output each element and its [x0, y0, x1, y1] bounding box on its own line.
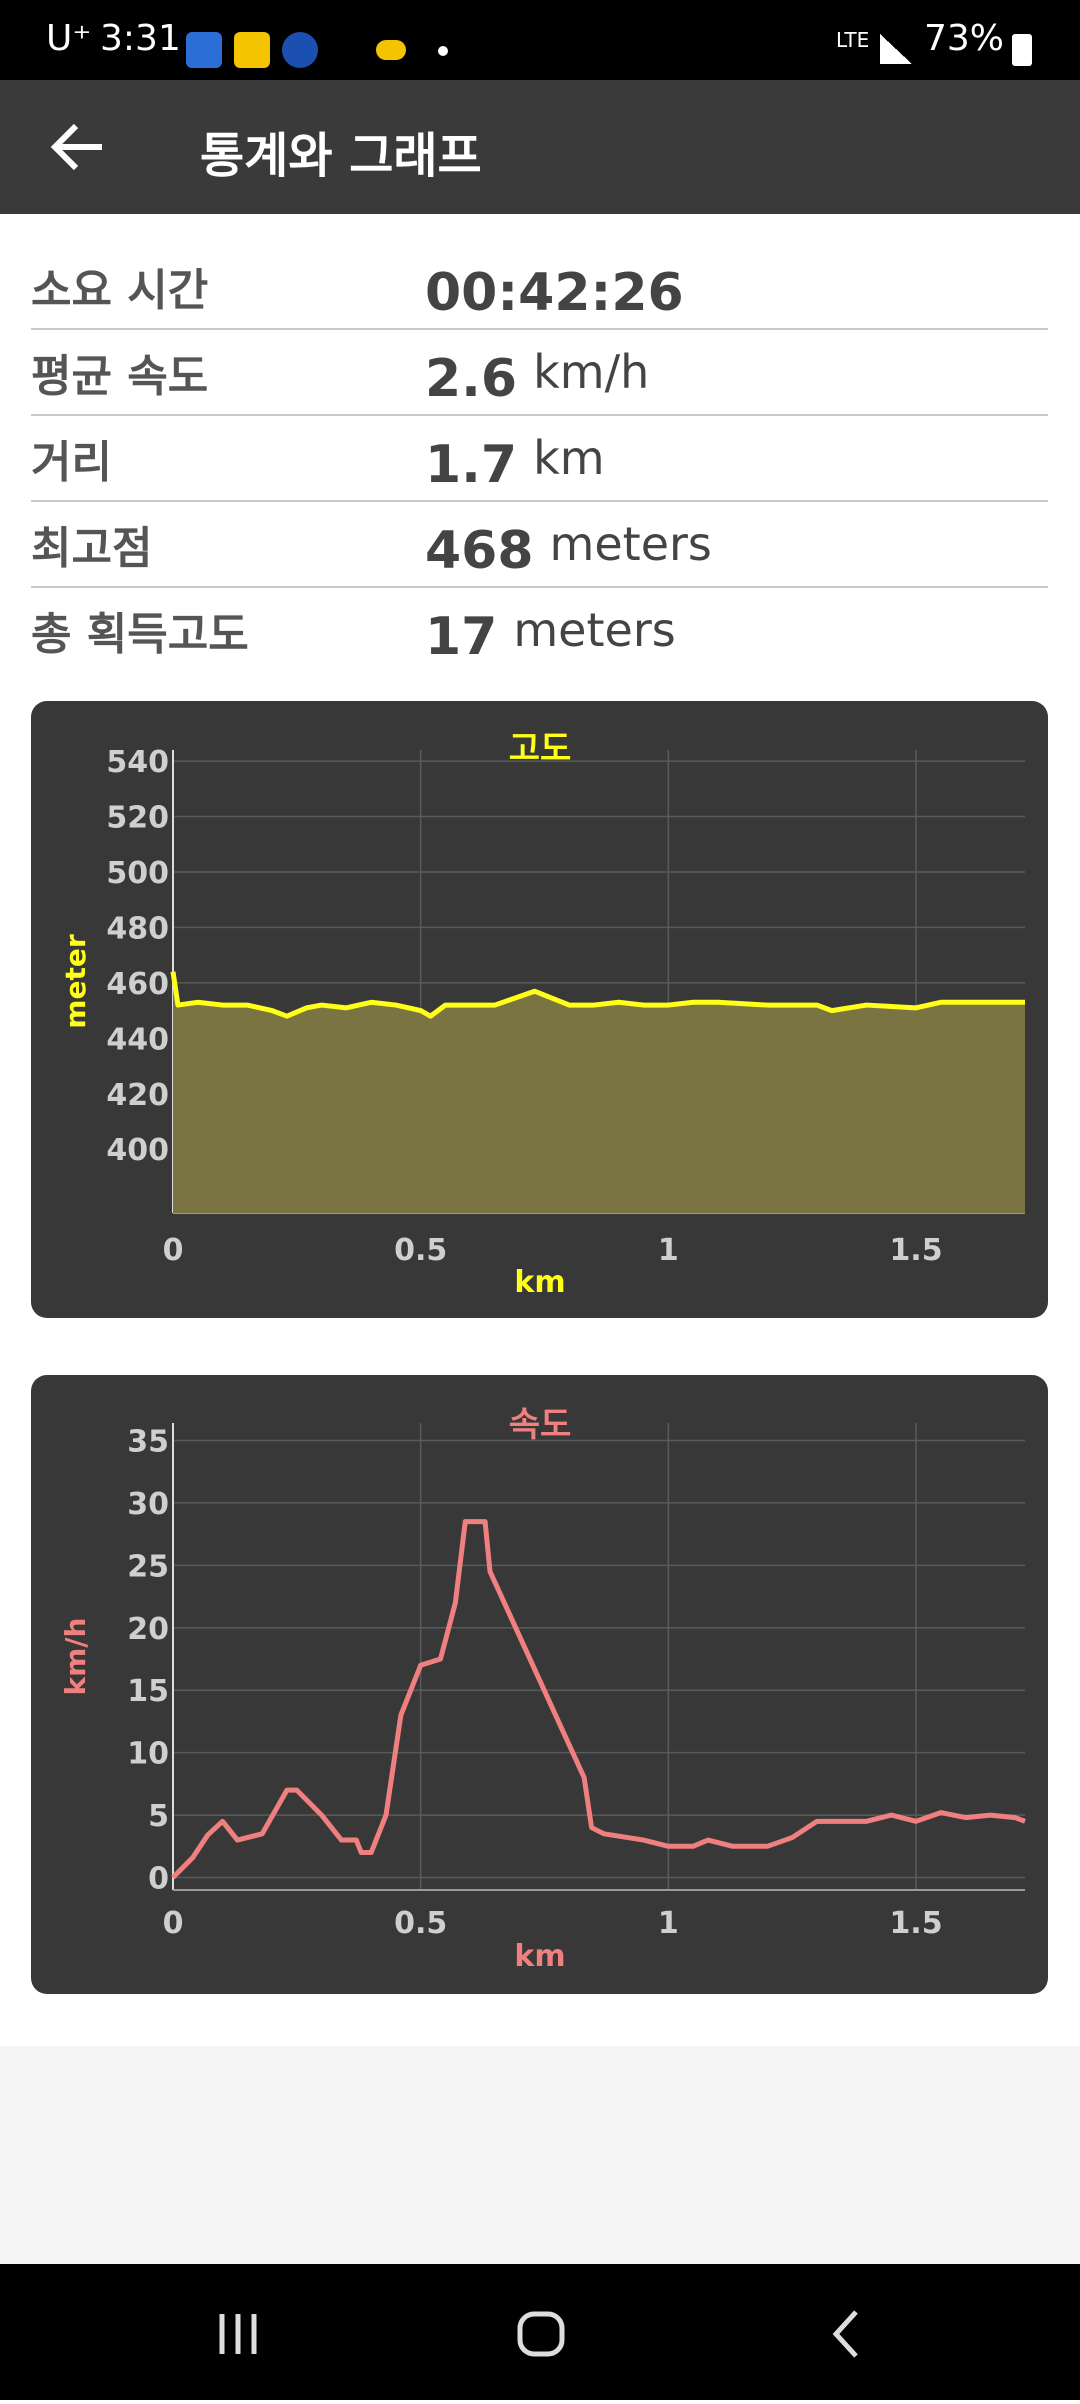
x-tick-label: 1 [658, 1906, 679, 1941]
y-tick-label: 25 [127, 1549, 169, 1584]
area-fill [173, 971, 1025, 1213]
stat-label: 평균 속도 [31, 350, 209, 402]
dot [438, 46, 448, 56]
x-tick-label: 0 [163, 1906, 184, 1941]
back-button[interactable] [50, 122, 106, 172]
y-axis-label: km/h [59, 1618, 92, 1696]
x-tick-label: 0 [163, 1233, 184, 1268]
nav-bar [0, 2264, 1080, 2400]
stat-label: 총 획득고도 [31, 608, 249, 660]
y-tick-label: 500 [106, 856, 169, 891]
signal [880, 34, 912, 64]
app-bar: 통계와 그래프 [0, 80, 1080, 214]
stat-row: 거리 1.7 km [31, 415, 1048, 502]
x-tick-label: 1 [658, 1233, 679, 1268]
y-tick-label: 420 [106, 1078, 169, 1113]
stat-unit: meters [513, 602, 676, 657]
stat-value: 17 [425, 606, 498, 667]
home-button[interactable] [517, 2311, 565, 2357]
app-icon [186, 32, 222, 68]
y-tick-label: 520 [106, 801, 169, 836]
nav-icons [219, 2310, 858, 2358]
stat-label: 거리 [31, 436, 112, 488]
x-tick-label: 1.5 [889, 1233, 942, 1268]
x-tick-label: 0.5 [394, 1906, 447, 1941]
app-icon [234, 32, 270, 68]
y-tick-label: 5 [148, 1799, 169, 1834]
recents-button[interactable] [219, 2314, 257, 2354]
battery-icon [1012, 34, 1032, 66]
y-tick-label: 10 [127, 1737, 169, 1772]
carrier: U⁺ [46, 18, 92, 59]
stat-row: 평균 속도 2.6 km/h [31, 329, 1048, 416]
data-line [170, 971, 1025, 1019]
stat-unit: meters [549, 516, 712, 571]
stat-value: 1.7 [425, 434, 518, 495]
x-axis-label: km [514, 1265, 565, 1300]
stat-value: 00:42:26 [425, 262, 684, 323]
network: LTE [836, 28, 870, 52]
stat-row: 총 획득고도 17 meters [31, 587, 1048, 672]
app-title: 통계와 그래프 [200, 128, 482, 184]
stat-value: 2.6 [425, 348, 518, 409]
y-tick-label: 20 [127, 1612, 169, 1647]
app-icon [282, 32, 318, 68]
y-tick-label: 460 [106, 967, 169, 1002]
stat-unit: km/h [533, 344, 650, 399]
chart-title: 속도 [509, 1405, 572, 1445]
y-tick-label: 0 [148, 1862, 169, 1897]
stat-row: 소요 시간 00:42:26 [31, 243, 1048, 330]
clock: 3:31 [100, 18, 181, 59]
status-bar: U⁺ 3:31 LTE 73% [0, 0, 1080, 80]
chart-title: 고도 [509, 729, 572, 769]
x-axis-label: km [514, 1939, 565, 1974]
battery-level: 73% [924, 18, 1005, 59]
data-line [171, 1519, 1026, 1880]
y-tick-label: 440 [106, 1022, 169, 1057]
y-tick-label: 30 [127, 1487, 169, 1522]
y-tick-label: 400 [106, 1133, 169, 1168]
x-tick-label: 1.5 [889, 1906, 942, 1941]
stat-row: 최고점 468 meters [31, 501, 1048, 588]
empty-area [0, 2046, 1080, 2264]
y-tick-label: 540 [106, 745, 169, 780]
stat-label: 소요 시간 [31, 264, 209, 316]
stat-label: 최고점 [31, 522, 153, 574]
stat-unit: km [533, 430, 605, 485]
app-icon [376, 40, 406, 60]
stat-value: 468 [425, 520, 534, 581]
x-tick-label: 0.5 [394, 1233, 447, 1268]
y-tick-label: 480 [106, 911, 169, 946]
y-tick-label: 35 [127, 1424, 169, 1459]
y-tick-label: 15 [127, 1674, 169, 1709]
back-nav-button[interactable] [832, 2310, 858, 2358]
y-axis-label: meter [59, 934, 92, 1029]
